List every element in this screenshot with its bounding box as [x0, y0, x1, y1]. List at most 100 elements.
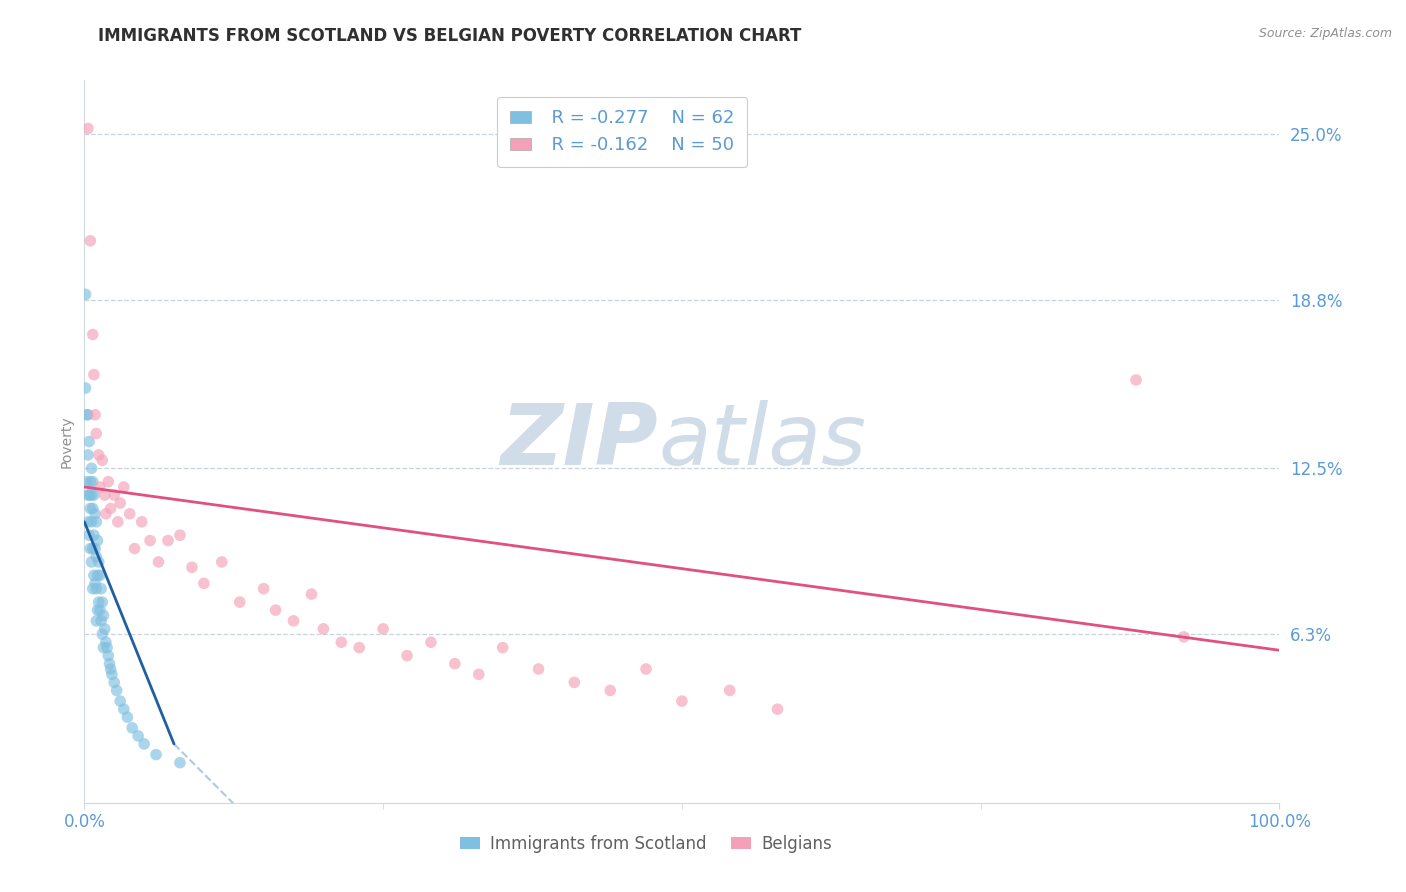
- Point: [145, 747, 167, 762]
- Point: [84, 408, 107, 422]
- Point: [77, 121, 100, 136]
- Point: [84, 507, 107, 521]
- Text: atlas: atlas: [658, 400, 866, 483]
- Point: [564, 675, 586, 690]
- Point: [131, 515, 153, 529]
- Point: [90, 582, 112, 596]
- Point: [105, 683, 128, 698]
- Point: [77, 488, 100, 502]
- Point: [121, 721, 143, 735]
- Point: [229, 595, 252, 609]
- Point: [93, 622, 115, 636]
- Point: [117, 710, 139, 724]
- Point: [83, 568, 105, 582]
- Point: [127, 729, 149, 743]
- Text: IMMIGRANTS FROM SCOTLAND VS BELGIAN POVERTY CORRELATION CHART: IMMIGRANTS FROM SCOTLAND VS BELGIAN POVE…: [98, 27, 801, 45]
- Point: [76, 475, 98, 489]
- Point: [264, 603, 287, 617]
- Point: [80, 488, 103, 502]
- Point: [84, 541, 107, 556]
- Point: [75, 287, 97, 301]
- Point: [118, 507, 141, 521]
- Point: [766, 702, 789, 716]
- Point: [96, 640, 118, 655]
- Point: [132, 737, 156, 751]
- Point: [77, 434, 100, 449]
- Point: [87, 448, 110, 462]
- Point: [253, 582, 276, 596]
- Point: [86, 582, 108, 596]
- Point: [181, 560, 204, 574]
- Point: [79, 501, 101, 516]
- Point: [330, 635, 353, 649]
- Point: [86, 603, 108, 617]
- Y-axis label: Poverty: Poverty: [59, 416, 73, 467]
- Point: [112, 702, 135, 716]
- Point: [87, 595, 110, 609]
- Point: [139, 533, 162, 548]
- Point: [87, 555, 110, 569]
- Point: [124, 541, 146, 556]
- Point: [103, 675, 125, 690]
- Point: [148, 555, 170, 569]
- Point: [86, 515, 108, 529]
- Point: [420, 635, 443, 649]
- Point: [671, 694, 693, 708]
- Point: [82, 501, 104, 516]
- Point: [86, 533, 108, 548]
- Point: [169, 756, 191, 770]
- Point: [100, 501, 122, 516]
- Point: [468, 667, 491, 681]
- Point: [492, 640, 515, 655]
- Point: [100, 662, 122, 676]
- Point: [97, 648, 120, 663]
- Point: [82, 327, 104, 342]
- Point: [80, 461, 103, 475]
- Legend: Immigrants from Scotland, Belgians: Immigrants from Scotland, Belgians: [453, 828, 839, 860]
- Point: [86, 614, 108, 628]
- Point: [312, 622, 335, 636]
- Point: [93, 640, 115, 655]
- Point: [86, 426, 108, 441]
- Point: [93, 608, 115, 623]
- Point: [77, 515, 100, 529]
- Point: [396, 648, 419, 663]
- Point: [91, 595, 114, 609]
- Point: [1173, 630, 1195, 644]
- Point: [193, 576, 215, 591]
- Point: [636, 662, 658, 676]
- Point: [89, 568, 111, 582]
- Point: [76, 408, 98, 422]
- Point: [157, 533, 180, 548]
- Point: [103, 488, 125, 502]
- Point: [75, 381, 97, 395]
- Point: [80, 555, 103, 569]
- Point: [373, 622, 395, 636]
- Point: [80, 515, 103, 529]
- Point: [77, 488, 100, 502]
- Point: [77, 528, 100, 542]
- Point: [444, 657, 467, 671]
- Text: Source: ZipAtlas.com: Source: ZipAtlas.com: [1258, 27, 1392, 40]
- Point: [77, 448, 100, 462]
- Point: [84, 576, 107, 591]
- Point: [83, 528, 105, 542]
- Point: [82, 582, 104, 596]
- Point: [82, 475, 104, 489]
- Point: [79, 541, 101, 556]
- Point: [86, 568, 108, 582]
- Point: [79, 475, 101, 489]
- Point: [718, 683, 741, 698]
- Point: [211, 555, 233, 569]
- Point: [83, 368, 105, 382]
- Point: [77, 408, 100, 422]
- Point: [599, 683, 621, 698]
- Point: [97, 475, 120, 489]
- Point: [112, 480, 135, 494]
- Point: [79, 234, 101, 248]
- Point: [169, 528, 191, 542]
- Point: [89, 480, 111, 494]
- Point: [110, 694, 132, 708]
- Point: [1125, 373, 1147, 387]
- Point: [94, 507, 117, 521]
